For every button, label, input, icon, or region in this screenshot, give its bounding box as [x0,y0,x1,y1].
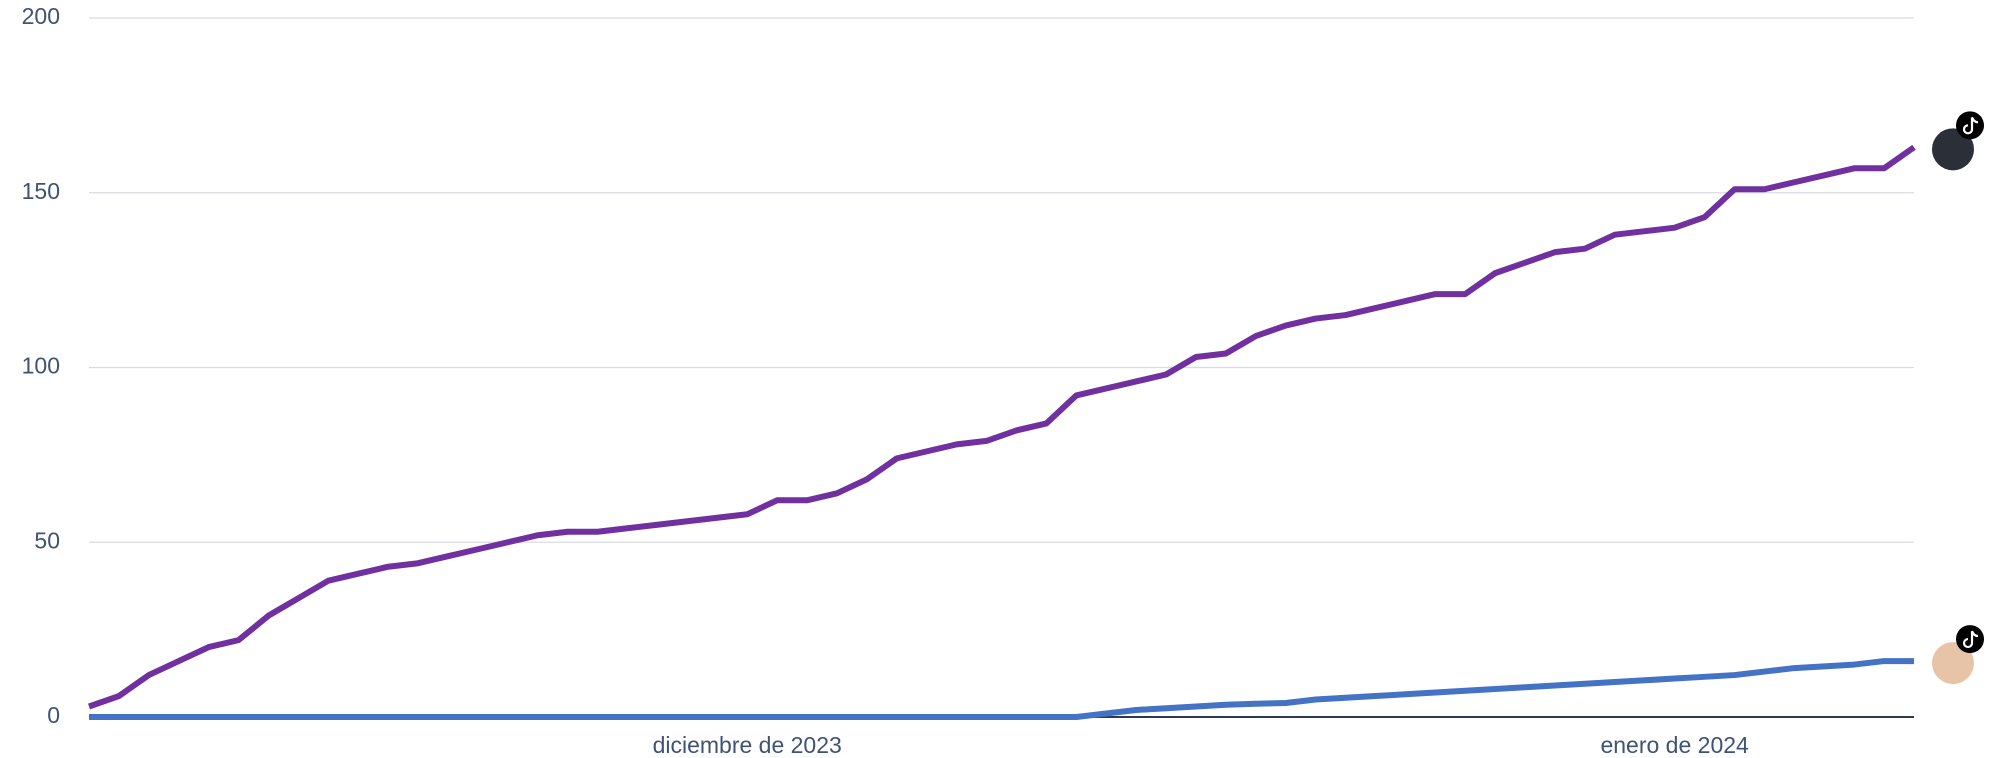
avatar-photo [1932,642,1974,685]
tiktok-icon [1962,630,1979,649]
tiktok-badge [1956,625,1984,654]
tiktok-icon [1962,116,1979,135]
avatar-photo [1932,128,1974,171]
series-line [88,144,1916,710]
x-tick-label: diciembre de 2023 [653,732,842,758]
y-tick-label: 50 [34,527,60,553]
y-tick-label: 200 [22,3,60,29]
y-tick-label: 150 [22,178,60,204]
tiktok-badge [1956,111,1984,140]
avatar [1932,625,1984,685]
series-line [89,658,1914,720]
x-tick-label: enero de 2024 [1600,732,1749,758]
y-tick-label: 100 [22,353,60,379]
avatar [1932,111,1984,171]
y-tick-label: 0 [47,702,60,728]
